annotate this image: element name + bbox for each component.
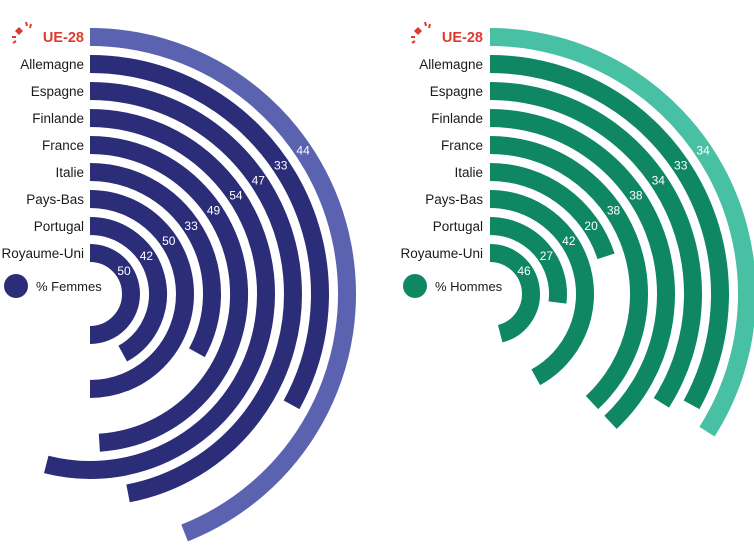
hommes-label-allemagne: Allemagne bbox=[419, 57, 483, 72]
hommes-bar-allemagne bbox=[489, 55, 729, 410]
hommes-legend-dot bbox=[403, 274, 427, 298]
hommes-bar-espagne bbox=[489, 82, 702, 408]
hommes-value-ue-28: 34 bbox=[696, 143, 710, 157]
hommes-label-france: France bbox=[441, 138, 483, 153]
femmes-value-espagne: 47 bbox=[252, 174, 266, 188]
femmes-bar-allemagne bbox=[89, 55, 329, 410]
femmes-bar-france bbox=[89, 136, 248, 452]
hommes-value-finlande: 38 bbox=[629, 189, 643, 203]
hommes-label-pays-bas: Pays-Bas bbox=[425, 192, 483, 207]
femmes-label-ue-28: UE-28 bbox=[43, 30, 84, 46]
hommes-bar-royaume-uni bbox=[489, 244, 540, 343]
hommes-label-ue-28: UE-28 bbox=[442, 30, 483, 46]
hommes-value-france: 38 bbox=[607, 204, 621, 218]
femmes-bar-portugal bbox=[89, 217, 167, 362]
chart-femmes: 44 UE-28 33 Allemagne 47 Espagne 54 Finlande 49 F… bbox=[1, 21, 356, 542]
hommes-label-espagne: Espagne bbox=[430, 84, 483, 99]
femmes-value-finlande: 54 bbox=[229, 189, 243, 203]
femmes-label-allemagne: Allemagne bbox=[20, 57, 84, 72]
femmes-value-royaume-uni: 50 bbox=[117, 264, 131, 278]
femmes-value-allemagne: 33 bbox=[274, 158, 288, 172]
femmes-bar-royaume-uni bbox=[89, 244, 140, 344]
hommes-bar-finlande bbox=[489, 109, 675, 429]
hommes-value-portugal: 27 bbox=[540, 249, 554, 263]
femmes-legend-label: % Femmes bbox=[36, 279, 102, 294]
femmes-value-pays-bas: 50 bbox=[162, 234, 176, 248]
hommes-label-royaume-uni: Royaume-Uni bbox=[400, 246, 483, 261]
hommes-label-portugal: Portugal bbox=[433, 219, 483, 234]
femmes-value-portugal: 42 bbox=[140, 249, 154, 263]
hommes-bar-pays-bas bbox=[489, 190, 594, 386]
hommes-value-royaume-uni: 46 bbox=[517, 264, 531, 278]
hommes-label-finlande: Finlande bbox=[431, 111, 483, 126]
chart-hommes: 34 UE-28 33 Allemagne 34 Espagne 38 Finlande 38 F… bbox=[400, 21, 754, 437]
femmes-label-portugal: Portugal bbox=[34, 219, 84, 234]
femmes-bar-finlande bbox=[44, 109, 275, 479]
femmes-value-france: 49 bbox=[207, 204, 221, 218]
femmes-label-pays-bas: Pays-Bas bbox=[26, 192, 84, 207]
hommes-value-pays-bas: 42 bbox=[562, 234, 576, 248]
star-burst-icon bbox=[12, 21, 32, 44]
hommes-value-italie: 20 bbox=[584, 219, 598, 233]
femmes-bar-ue-28 bbox=[89, 28, 356, 542]
femmes-label-finlande: Finlande bbox=[32, 111, 84, 126]
hommes-value-allemagne: 33 bbox=[674, 158, 688, 172]
femmes-legend-dot bbox=[4, 274, 28, 298]
femmes-value-ue-28: 44 bbox=[296, 143, 310, 157]
femmes-label-france: France bbox=[42, 138, 84, 153]
hommes-bar-italie bbox=[489, 163, 615, 260]
hommes-value-espagne: 34 bbox=[652, 174, 666, 188]
femmes-bar-espagne bbox=[89, 82, 302, 503]
femmes-label-italie: Italie bbox=[55, 165, 84, 180]
hommes-bar-france bbox=[489, 136, 649, 410]
femmes-label-espagne: Espagne bbox=[31, 84, 84, 99]
femmes-label-royaume-uni: Royaume-Uni bbox=[1, 246, 84, 261]
femmes-bar-pays-bas bbox=[89, 190, 194, 398]
femmes-bar-italie bbox=[89, 163, 221, 358]
femmes-value-italie: 33 bbox=[184, 219, 198, 233]
hommes-bar-portugal bbox=[489, 217, 567, 304]
hommes-legend-label: % Hommes bbox=[435, 279, 503, 294]
hommes-bar-ue-28 bbox=[489, 28, 754, 437]
hommes-label-italie: Italie bbox=[454, 165, 483, 180]
star-burst-icon bbox=[411, 21, 431, 44]
